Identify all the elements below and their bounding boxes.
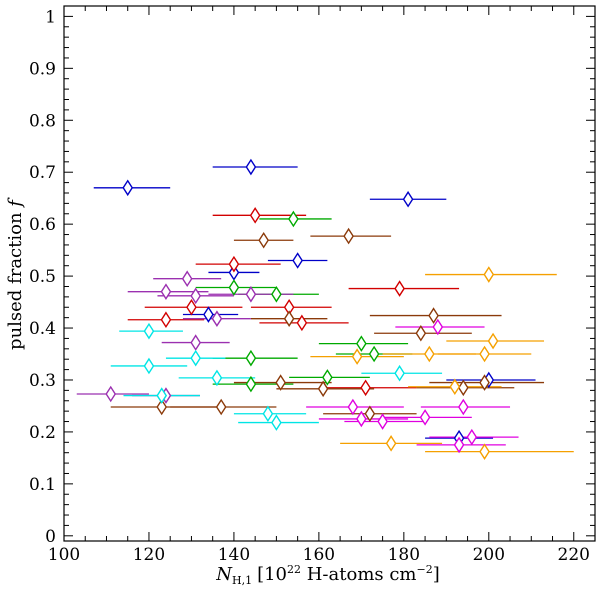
x-tick-label: 120: [133, 545, 165, 565]
data-point-brown: [415, 324, 427, 342]
data-point-brown: [457, 379, 469, 397]
data-point-green: [356, 335, 367, 352]
data-point-brown: [428, 307, 439, 324]
y-tick-label: 0.5: [29, 267, 56, 287]
data-point-cyan: [190, 349, 202, 367]
data-point-brown: [343, 227, 354, 245]
data-point-red: [394, 280, 405, 297]
data-point-brown: [317, 380, 329, 398]
x-tick-label: 100: [48, 545, 80, 565]
data-point-red: [160, 311, 172, 329]
data-point-brown: [156, 398, 168, 416]
data-point-brown: [364, 405, 376, 423]
data-point-blue: [245, 158, 257, 176]
data-point-orange: [351, 348, 363, 365]
y-tick-label: 0: [45, 527, 56, 547]
data-point-magenta: [457, 398, 469, 416]
x-tick-label: 220: [558, 545, 590, 565]
data-point-green: [288, 210, 299, 228]
data-point-green: [245, 375, 257, 393]
x-axis-title: NH,1 [1022 H-atoms cm−2]: [215, 563, 440, 586]
data-point-magenta: [453, 436, 465, 454]
y-tick-label: 0.6: [29, 215, 56, 235]
data-point-brown: [258, 231, 269, 249]
plot-frame: [63, 5, 596, 542]
data-point-green: [245, 349, 257, 367]
data-point-cyan: [394, 364, 405, 382]
data-point-brown: [479, 374, 490, 391]
data-point-blue: [203, 306, 214, 323]
y-tick-label: 0.4: [29, 319, 56, 339]
y-axis-title: pulsed fraction f: [5, 197, 26, 350]
data-point-red: [249, 207, 261, 224]
data-point-purple: [245, 285, 257, 303]
data-point-magenta: [347, 398, 359, 416]
data-point-orange: [487, 332, 499, 350]
y-tick-label: 0.3: [29, 371, 56, 391]
data-point-cyan: [156, 387, 168, 404]
data-point-brown: [215, 398, 227, 416]
data-point-green: [368, 345, 380, 363]
x-tick-label: 140: [218, 545, 250, 565]
data-point-brown: [275, 374, 286, 391]
data-point-blue: [122, 179, 134, 197]
y-tick-label: 0.9: [29, 59, 56, 79]
x-tick-label: 160: [303, 545, 335, 565]
data-point-red: [360, 379, 371, 397]
axis-ticks: [63, 5, 596, 541]
data-markers: [105, 158, 499, 460]
data-point-cyan: [143, 322, 155, 340]
data-point-purple: [190, 287, 202, 305]
data-point-purple: [105, 385, 117, 403]
x-tick-label: 200: [473, 545, 505, 565]
data-point-purple: [181, 270, 193, 287]
data-point-cyan: [262, 405, 274, 423]
data-point-brown: [283, 310, 295, 327]
data-point-blue: [292, 252, 303, 269]
y-tick-label: 0.8: [29, 111, 56, 131]
data-point-orange: [479, 345, 490, 363]
data-point-orange: [483, 266, 495, 283]
x-tick-label: 180: [388, 545, 420, 565]
data-point-purple: [190, 334, 202, 351]
data-point-orange: [479, 443, 490, 460]
data-point-magenta: [432, 318, 444, 336]
data-point-green: [271, 285, 282, 303]
error-bars: [76, 166, 574, 453]
data-point-cyan: [271, 414, 282, 431]
data-point-orange: [423, 345, 435, 363]
data-point-orange: [449, 378, 461, 396]
y-tick-labels: 0 0.1 0.2 0.3 0.4 0.5 0.6 0.7 0.8 0.9 1: [29, 7, 56, 546]
data-point-magenta: [356, 410, 367, 428]
data-point-magenta: [466, 428, 478, 446]
x-tick-labels: 100 120 140 160 180 200 220: [48, 545, 590, 565]
data-point-green: [322, 369, 333, 386]
y-tick-label: 1: [45, 7, 56, 27]
data-point-purple: [160, 283, 172, 300]
data-point-green: [228, 279, 240, 296]
data-point-red: [228, 255, 240, 273]
data-point-magenta: [419, 409, 431, 426]
data-point-red: [186, 298, 197, 316]
data-point-blue: [402, 190, 414, 208]
y-tick-label: 0.2: [29, 423, 56, 443]
data-point-red: [296, 314, 308, 332]
y-tick-label: 0.1: [29, 475, 56, 495]
data-point-cyan: [211, 369, 223, 387]
data-point-purple: [211, 310, 223, 327]
data-point-orange: [385, 435, 397, 452]
data-point-cyan: [143, 357, 155, 375]
y-tick-label: 0.7: [29, 163, 56, 183]
data-point-magenta: [377, 413, 388, 430]
